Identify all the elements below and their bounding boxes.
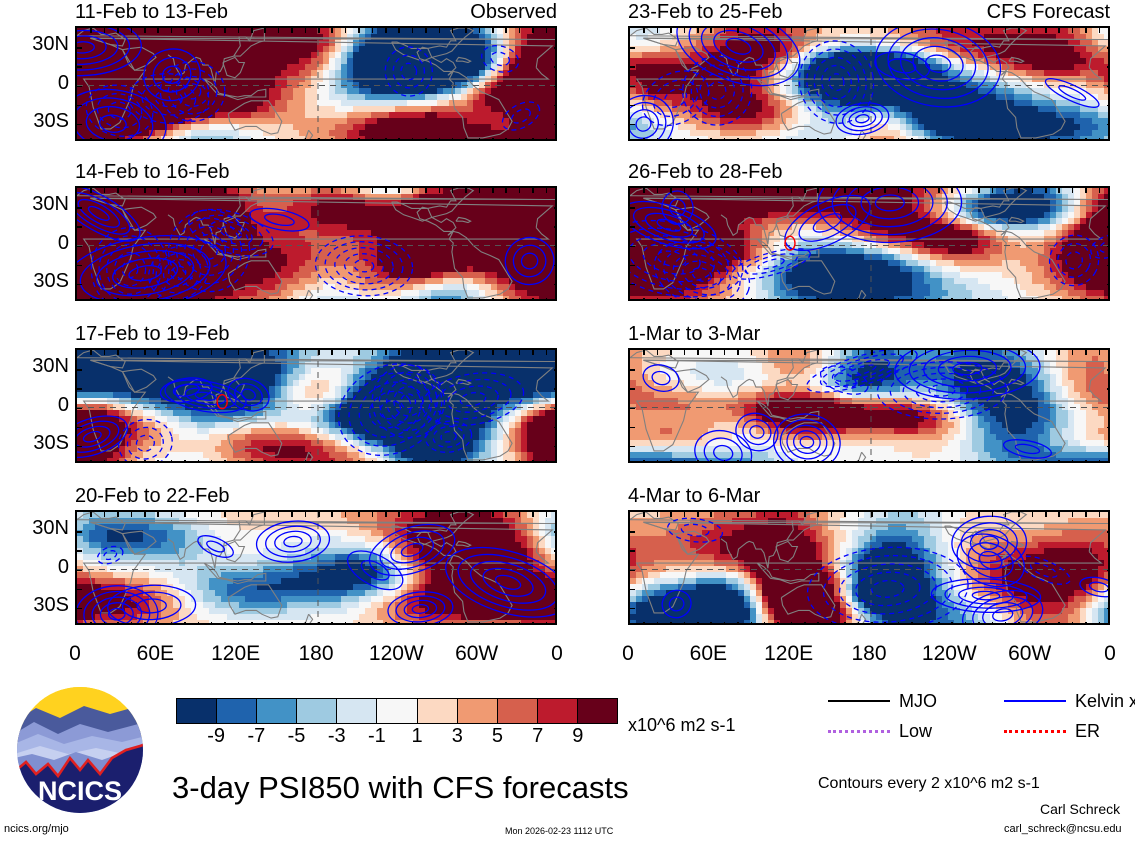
footer-site-link[interactable]: ncics.org/mjo	[4, 823, 69, 835]
y-axis-tick-label: 30S	[33, 593, 69, 616]
author-label: Carl Schreck	[1040, 801, 1121, 817]
legend-line-swatch	[1004, 700, 1066, 702]
x-axis-tick-label: 60W	[455, 642, 499, 665]
map-plot-area	[75, 186, 557, 301]
x-axis-tick-label: 180	[298, 642, 334, 665]
y-axis-tick-label: 0	[57, 393, 69, 416]
x-axis-tick-label: 120W	[921, 642, 977, 665]
panel-title: 4-Mar to 6-Mar	[628, 485, 761, 507]
x-axis-tick-label: 60W	[1008, 642, 1052, 665]
x-axis-tick-label: 0	[69, 642, 81, 665]
y-axis-tick-label: 0	[57, 231, 69, 254]
figure-title: 3-day PSI850 with CFS forecasts	[172, 770, 629, 805]
legend-line-swatch	[828, 729, 890, 733]
panel-title: 20-Feb to 22-Feb	[75, 485, 230, 507]
x-axis-tick-label: 0	[1104, 642, 1116, 665]
panel-title: 17-Feb to 19-Feb	[75, 323, 230, 345]
y-axis-tick-label: 30S	[33, 431, 69, 454]
footer-timestamp: Mon 2026-02-23 1112 UTC	[505, 826, 614, 836]
legend-line-swatch	[828, 700, 890, 702]
colorbar-tick-label: 9	[572, 725, 584, 747]
panel-title: 1-Mar to 3-Mar	[628, 323, 761, 345]
x-axis-tick-label: 0	[622, 642, 634, 665]
colorbar-units-label: x10^6 m2 s-1	[628, 715, 736, 735]
colorbar-tick-label: -9	[207, 725, 226, 747]
panel-title: 14-Feb to 16-Feb	[75, 161, 230, 183]
legend-label: ER	[1075, 721, 1101, 741]
colorbar-segment	[177, 699, 217, 723]
colorbar-segment	[376, 699, 417, 723]
colorbar-segment	[256, 699, 297, 723]
y-axis-tick-label: 30S	[33, 109, 69, 132]
y-axis-tick-label: 30N	[32, 33, 69, 56]
colorbar-segment	[296, 699, 337, 723]
legend-item: Low	[828, 722, 932, 740]
x-axis-tick-label: 120E	[211, 642, 261, 665]
map-plot-area	[628, 26, 1110, 141]
y-axis-tick-label: 0	[57, 555, 69, 578]
legend-item: MJO	[828, 692, 937, 710]
panel-title: 23-Feb to 25-Feb	[628, 1, 783, 23]
map-plot-area	[75, 510, 557, 625]
x-axis-tick-label: 120W	[368, 642, 424, 665]
map-plot-area	[628, 186, 1110, 301]
panel-title: 11-Feb to 13-Feb	[75, 1, 229, 23]
colorbar	[176, 698, 618, 724]
colorbar-segment	[496, 699, 537, 723]
legend-label: Kelvin x2	[1075, 691, 1135, 711]
colorbar-tick-label: -7	[247, 725, 266, 747]
x-axis-tick-label: 0	[551, 642, 563, 665]
colorbar-tick-label: 7	[532, 725, 544, 747]
y-axis-tick-label: 30N	[32, 355, 69, 378]
legend-line-swatch	[1004, 729, 1066, 733]
y-axis-tick-label: 30N	[32, 193, 69, 216]
colorbar-segment	[336, 699, 377, 723]
y-axis-tick-label: 30N	[32, 517, 69, 540]
column-heading: Observed	[470, 1, 557, 23]
x-axis-tick-label: 60E	[136, 642, 175, 665]
panel-title: 26-Feb to 28-Feb	[628, 161, 783, 183]
contour-interval-note: Contours every 2 x10^6 m2 s-1	[818, 775, 1040, 792]
y-axis-tick-label: 0	[57, 71, 69, 94]
colorbar-tick-label: 5	[491, 725, 504, 747]
colorbar-tick-label: -3	[327, 725, 346, 747]
colorbar-tick-label: -1	[368, 725, 386, 747]
colorbar-segment	[456, 699, 497, 723]
map-plot-area	[75, 26, 557, 141]
footer-email[interactable]: carl_schreck@ncsu.edu	[1004, 823, 1122, 835]
colorbar-segment	[416, 699, 457, 723]
y-axis-tick-label: 30S	[33, 269, 69, 292]
colorbar-segment	[216, 699, 257, 723]
column-heading: CFS Forecast	[986, 1, 1110, 23]
map-plot-area	[628, 348, 1110, 463]
x-axis-tick-label: 60E	[689, 642, 728, 665]
colorbar-segment	[576, 699, 618, 723]
map-plot-area	[628, 510, 1110, 625]
colorbar-tick-label: -5	[287, 725, 306, 747]
ncics-logo: NCICS	[14, 684, 146, 816]
legend-item: Kelvin x2	[1004, 692, 1135, 710]
legend-label: Low	[899, 721, 933, 741]
colorbar-segment	[536, 699, 577, 723]
colorbar-tick-label: 3	[451, 725, 463, 747]
x-axis-tick-label: 120E	[764, 642, 814, 665]
legend-label: MJO	[899, 691, 937, 711]
x-axis-tick-label: 180	[851, 642, 887, 665]
colorbar-tick-label: 1	[411, 725, 423, 747]
map-plot-area	[75, 348, 557, 463]
legend-item: ER	[1004, 722, 1100, 740]
logo-text: NCICS	[38, 776, 122, 806]
